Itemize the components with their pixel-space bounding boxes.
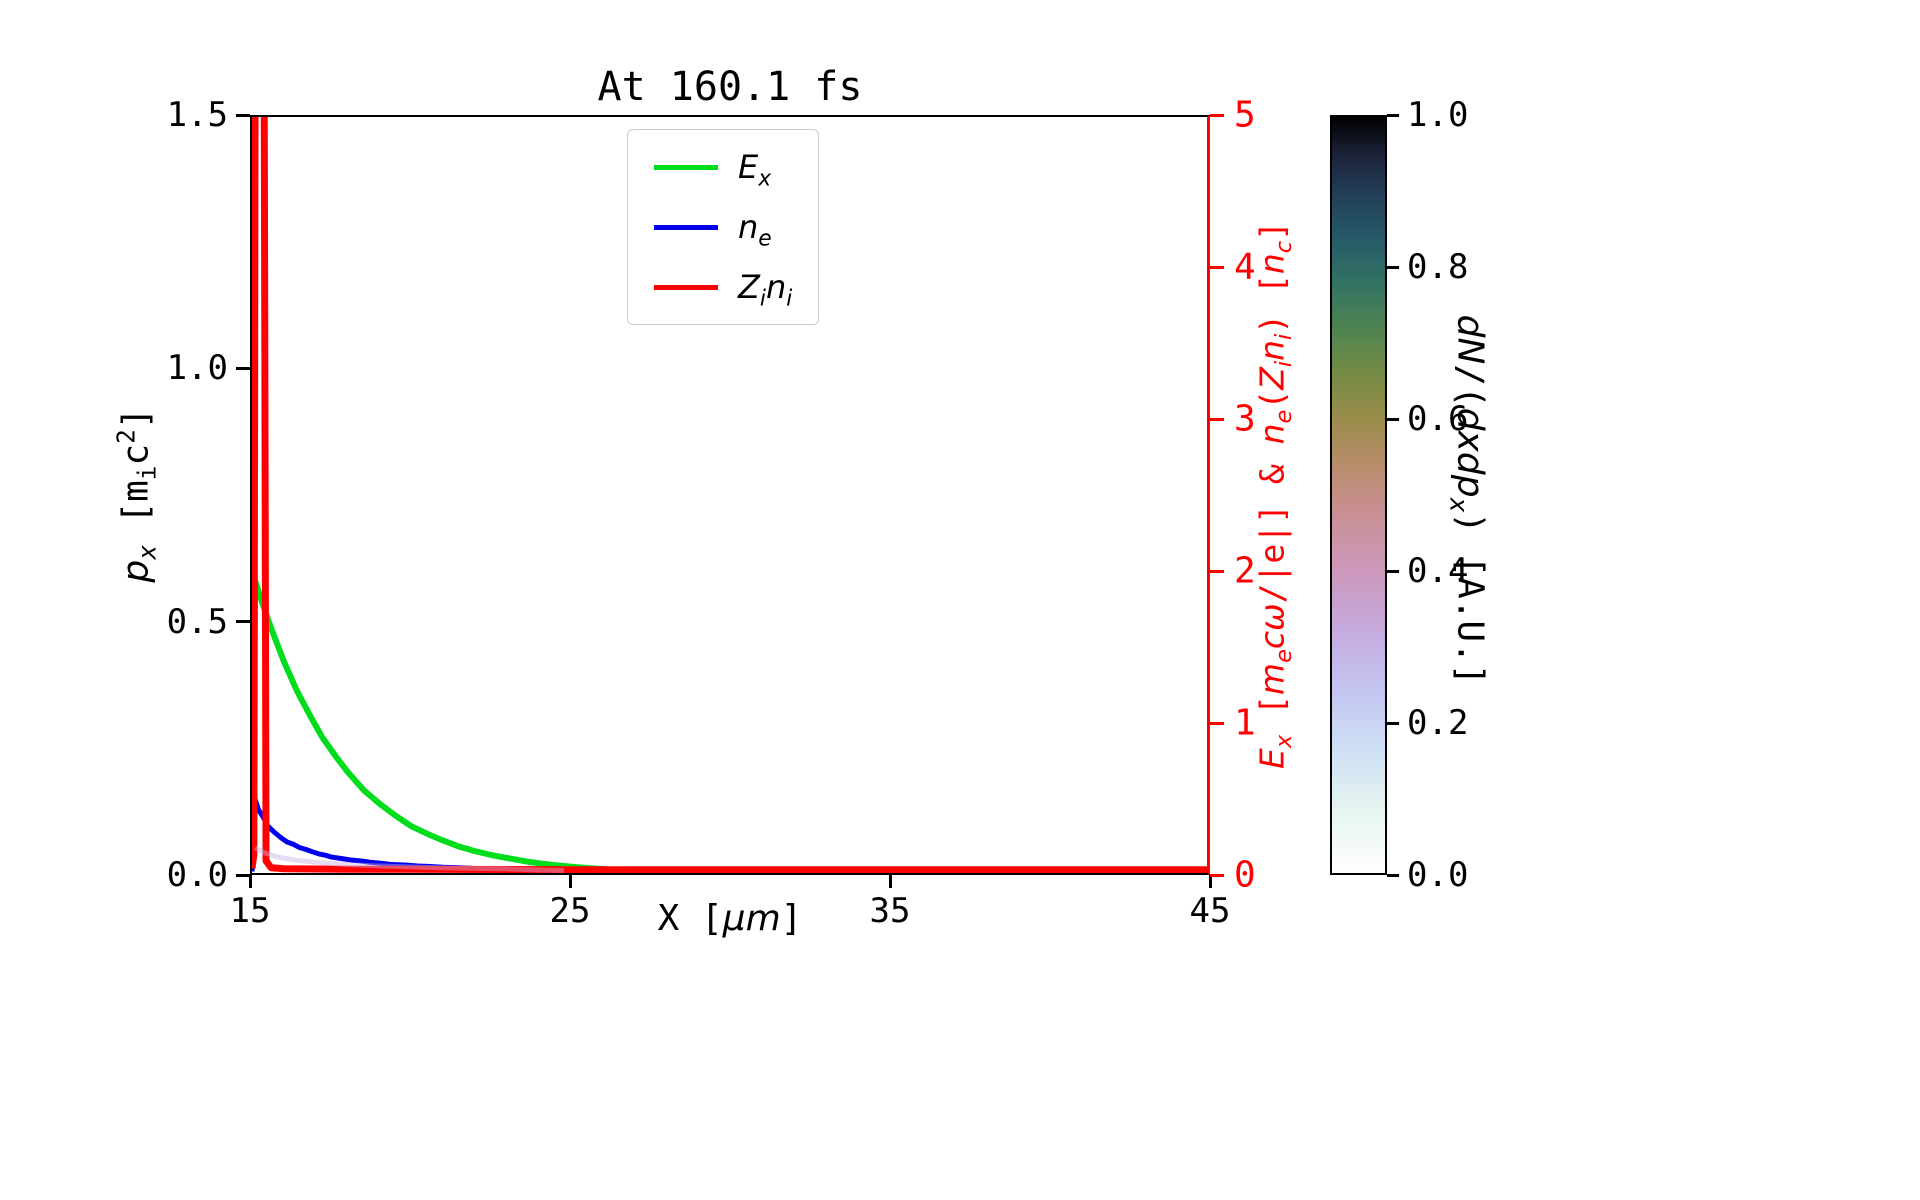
legend-item: ne	[654, 208, 792, 252]
colorbar-tick-label: 1.0	[1407, 95, 1469, 135]
y-left-tick-mark	[236, 366, 250, 370]
colorbar-tick-mark	[1387, 569, 1399, 573]
plot-canvas	[252, 117, 1207, 873]
colorbar	[1330, 115, 1387, 875]
legend-item-label: ne	[738, 208, 772, 252]
x-tick-label: 45	[1189, 891, 1231, 931]
y-left-tick-mark	[236, 873, 250, 877]
x-tick-label: 25	[549, 891, 591, 931]
y-left-tick-label: 0.5	[166, 601, 228, 642]
y-left-tick-label: 1.5	[166, 95, 228, 135]
y-right-tick-mark	[1210, 113, 1224, 117]
y-right-tick-label: 3	[1234, 398, 1256, 440]
y-left-axis-label: px [mic2]	[111, 407, 162, 583]
y-right-tick-mark	[1210, 873, 1224, 877]
y-right-tick-label: 1	[1234, 702, 1256, 744]
colorbar-tick-mark	[1387, 417, 1399, 421]
y-right-tick-mark	[1210, 417, 1224, 421]
colorbar-tick-mark	[1387, 721, 1399, 725]
x-tick-label: 15	[229, 891, 271, 931]
legend-item-label: Ex	[738, 148, 772, 192]
series-line-Z_i_n_i	[252, 117, 1207, 873]
legend-item: Zini	[654, 268, 793, 312]
y-left-tick-label: 1.0	[166, 348, 228, 389]
y-right-tick-mark	[1210, 265, 1224, 269]
x-axis-label: X [μm]	[657, 898, 803, 939]
legend: Ex ne Zini	[627, 129, 820, 325]
series-line-E_x	[252, 578, 1207, 873]
y-right-tick-label: 5	[1234, 94, 1256, 136]
colorbar-tick-label: 0.6	[1407, 399, 1469, 439]
plot-area: Ex ne Zini	[250, 115, 1210, 875]
legend-item-label: Zini	[738, 268, 793, 312]
legend-line-sample	[654, 164, 718, 170]
legend-item: Ex	[654, 148, 792, 192]
y-left-tick-mark	[236, 113, 250, 117]
y-left-tick-label: 0.0	[166, 855, 228, 895]
colorbar-tick-label: 0.4	[1407, 551, 1469, 591]
y-right-tick-label: 0	[1234, 854, 1256, 896]
y-left-tick-mark	[236, 620, 250, 624]
colorbar-tick-mark	[1387, 873, 1399, 877]
series-line-n_e	[252, 794, 1207, 873]
x-tick-mark	[568, 875, 572, 888]
chart-title: At 160.1 fs	[597, 64, 863, 110]
y-right-tick-mark	[1210, 569, 1224, 573]
x-tick-mark	[888, 875, 892, 888]
legend-line-sample	[654, 224, 718, 230]
legend-line-sample	[654, 284, 718, 290]
colorbar-tick-label: 0.0	[1407, 855, 1469, 895]
x-tick-mark	[1208, 875, 1212, 888]
y-right-axis-label: Ex [mecω/|e|] & ne(Zini) [nc]	[1252, 221, 1298, 769]
x-tick-label: 35	[869, 891, 911, 931]
y-right-tick-label: 4	[1234, 246, 1256, 288]
series-line-phase_space_density	[254, 845, 565, 873]
colorbar-tick-label: 0.8	[1407, 247, 1469, 287]
y-right-tick-mark	[1210, 721, 1224, 725]
colorbar-tick-label: 0.2	[1407, 703, 1469, 743]
x-tick-mark	[248, 875, 252, 888]
colorbar-label: dN/(dxdpx) [A.U.]	[1444, 314, 1491, 686]
y-right-tick-label: 2	[1234, 550, 1256, 592]
colorbar-tick-mark	[1387, 113, 1399, 117]
colorbar-tick-mark	[1387, 265, 1399, 269]
